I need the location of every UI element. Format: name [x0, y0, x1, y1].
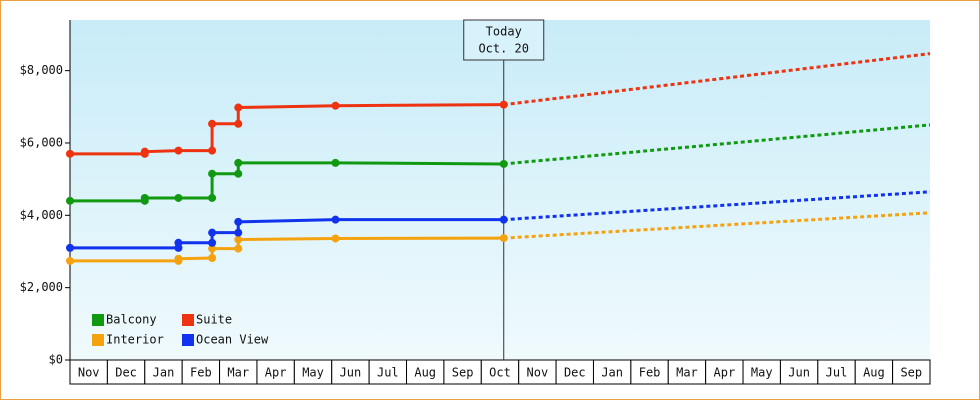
y-tick-label: $8,000 — [20, 63, 63, 77]
x-tick-label: Apr — [714, 366, 736, 380]
point — [331, 101, 340, 110]
x-tick-label: Jun — [788, 366, 810, 380]
x-tick-label: Aug — [414, 366, 436, 380]
projection-line — [503, 190, 931, 222]
x-tick-box — [144, 359, 183, 385]
x-tick-label: Mar — [676, 366, 698, 380]
point — [140, 147, 149, 156]
point — [208, 228, 217, 237]
point — [140, 193, 149, 202]
x-tick-box — [181, 359, 221, 385]
x-tick-label: Oct — [489, 366, 511, 380]
point — [234, 119, 243, 128]
point — [174, 254, 183, 263]
x-tick-label: Nov — [527, 366, 549, 380]
x-tick-label: Dec — [564, 366, 586, 380]
point — [66, 149, 74, 158]
point — [208, 254, 217, 262]
point — [499, 234, 508, 243]
legend-swatch — [92, 334, 104, 346]
point — [66, 243, 74, 252]
x-tick-label: Apr — [265, 366, 287, 380]
x-tick-box — [406, 359, 445, 385]
point — [234, 244, 243, 253]
point — [208, 238, 217, 247]
x-tick-label: Feb — [190, 366, 212, 380]
x-tick-box — [630, 359, 669, 385]
x-tick-box — [667, 359, 707, 385]
x-tick-box — [518, 359, 557, 385]
point — [331, 158, 340, 167]
legend-swatch — [182, 334, 194, 346]
point — [499, 159, 508, 168]
point — [499, 215, 508, 224]
x-tick-label: Jan — [153, 366, 175, 380]
point — [234, 228, 243, 237]
x-tick-label: Sep — [900, 366, 922, 380]
x-tick-label: Jul — [377, 366, 399, 380]
projection-line — [503, 123, 931, 166]
point — [331, 215, 340, 224]
x-tick-box — [293, 359, 333, 385]
x-tick-label: Nov — [78, 366, 100, 380]
x-tick-box — [480, 359, 520, 385]
projection-line — [503, 52, 931, 107]
point — [234, 217, 243, 226]
legend-label: Ocean View — [196, 333, 269, 347]
y-tick-label: $6,000 — [20, 135, 63, 149]
x-tick-label: Jul — [826, 366, 848, 380]
x-tick-label: Sep — [452, 366, 474, 380]
x-tick-box — [219, 359, 258, 385]
y-tick-label: $2,000 — [20, 280, 63, 294]
point — [208, 119, 217, 128]
point — [66, 256, 74, 265]
point — [234, 103, 243, 112]
point — [331, 234, 340, 243]
legend-label: Suite — [196, 313, 232, 327]
x-tick-label: Dec — [115, 366, 137, 380]
projection-line — [503, 211, 931, 240]
point — [208, 146, 217, 155]
y-tick-label: $0 — [49, 353, 63, 367]
point — [174, 146, 183, 155]
x-tick-box — [892, 359, 931, 385]
legend-label: Interior — [106, 333, 164, 347]
point — [174, 193, 183, 202]
today-label: Oct. 20 — [478, 42, 529, 56]
point — [208, 244, 217, 253]
point — [208, 169, 217, 178]
point — [66, 196, 74, 205]
x-tick-box — [443, 359, 482, 385]
legend-swatch — [92, 314, 104, 326]
point — [234, 158, 243, 167]
y-tick-label: $4,000 — [20, 208, 63, 222]
x-tick-box — [854, 359, 894, 385]
x-tick-label: Jun — [340, 366, 362, 380]
x-tick-label: Jan — [601, 366, 623, 380]
plot-area — [70, 20, 930, 360]
today-label: Today — [486, 25, 522, 39]
x-tick-label: Aug — [863, 366, 885, 380]
legend-label: Balcony — [106, 313, 157, 327]
x-tick-label: May — [302, 366, 324, 380]
x-tick-label: Feb — [639, 366, 661, 380]
point — [174, 238, 183, 247]
point — [208, 193, 217, 202]
today-box — [463, 19, 545, 61]
legend-swatch — [182, 314, 194, 326]
x-tick-label: Mar — [227, 366, 249, 380]
point — [234, 169, 243, 178]
x-tick-label: May — [751, 366, 773, 380]
x-tick-box — [331, 359, 370, 385]
point — [234, 235, 243, 244]
x-tick-box — [368, 359, 408, 385]
x-tick-box — [256, 359, 295, 385]
point — [499, 100, 508, 109]
